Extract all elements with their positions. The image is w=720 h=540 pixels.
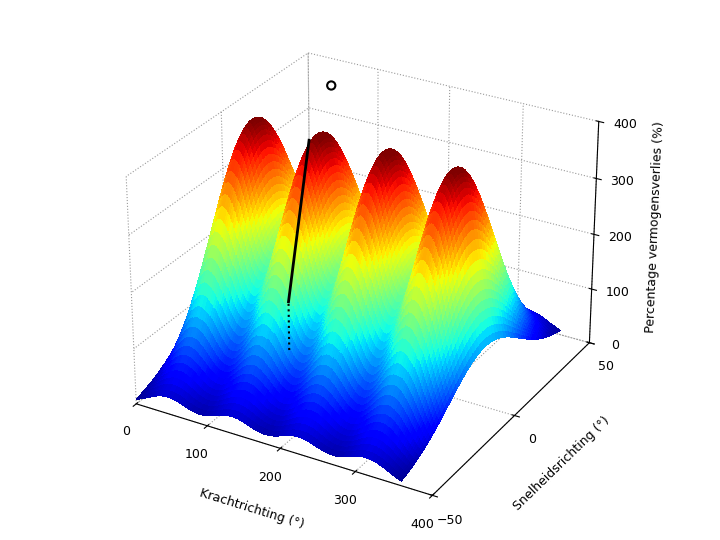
Y-axis label: Snelheidsrichting (°): Snelheidsrichting (°) [510, 414, 612, 514]
X-axis label: Krachtrichting (°): Krachtrichting (°) [198, 487, 306, 531]
